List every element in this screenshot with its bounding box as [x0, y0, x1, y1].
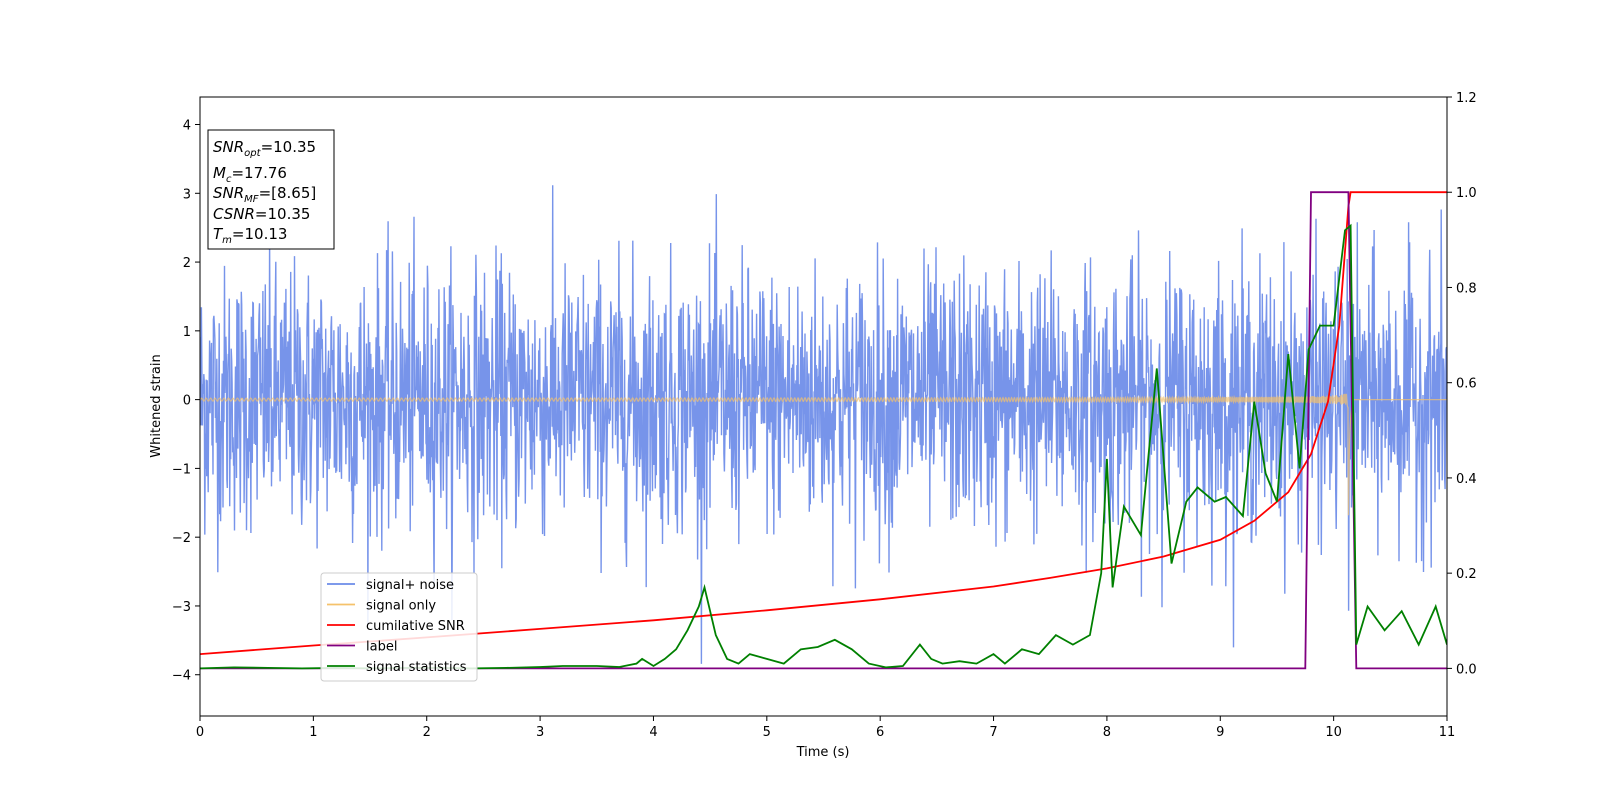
noise-series-group	[200, 185, 1447, 664]
series-line-signal-only	[200, 393, 1447, 516]
x-tick-label: 7	[989, 725, 997, 740]
x-tick-label: 8	[1103, 725, 1111, 740]
y2-tick-label: 0.4	[1456, 472, 1477, 487]
x-tick-label: 5	[763, 725, 771, 740]
y2-tick-label: 1.2	[1456, 91, 1477, 106]
annotation-snr-opt: SNRopt=10.35	[213, 138, 316, 159]
annotation-csnr-value: 10.35	[268, 205, 311, 223]
y2-tick-label: 1.0	[1456, 186, 1477, 201]
x-tick-label: 3	[536, 725, 544, 740]
annotation-box: SNRopt=10.35 Mc=17.76 SNRMF=[8.65] CSNR=…	[207, 129, 335, 250]
series-line-cumilative-snr	[200, 191, 1447, 655]
annotation-snr-mf-value: [8.65]	[271, 184, 316, 202]
legend-label: signal only	[366, 599, 436, 614]
annotation-snr-mf: SNRMF=[8.65]	[213, 184, 316, 205]
legend-label: label	[366, 640, 397, 655]
legend-label: signal statistics	[366, 660, 467, 675]
annotation-tm-value: 10.13	[245, 225, 288, 243]
y-axis-left: −4 −3 −2 −1 0 1 2 3 4	[172, 119, 200, 684]
y-tick-label: 1	[183, 325, 191, 340]
x-axis-title: Time (s)	[796, 745, 850, 760]
y-tick-label: −4	[172, 669, 191, 684]
plot-frame	[199, 96, 1448, 717]
x-tick-label: 1	[309, 725, 317, 740]
y-tick-label: −3	[172, 600, 191, 615]
legend-frame	[320, 572, 478, 682]
legend-label: signal+ noise	[366, 578, 454, 593]
legend: signal+ noise signal only cumilative SNR la…	[320, 572, 478, 682]
annotation-mc: Mc=17.76	[213, 164, 287, 185]
y-tick-label: −2	[172, 531, 191, 546]
x-axis: 0 1 2 3 4 5 6 7 8 9 10 11	[196, 716, 1455, 740]
x-tick-label: 4	[649, 725, 657, 740]
y-tick-label: 4	[183, 119, 191, 134]
right-axis-series-group	[200, 191, 1447, 670]
annotation-frame	[207, 129, 335, 250]
x-tick-label: 0	[196, 725, 204, 740]
series-line-label	[200, 191, 1447, 670]
y2-tick-label: 0.6	[1456, 377, 1477, 392]
series-line-signal-noise	[200, 185, 1447, 664]
x-tick-label: 11	[1439, 725, 1456, 740]
x-tick-label: 10	[1325, 725, 1342, 740]
x-tick-label: 2	[423, 725, 431, 740]
y2-tick-label: 0.2	[1456, 567, 1477, 582]
annotation-snr-opt-value: 10.35	[273, 138, 316, 156]
y2-tick-label: 0.0	[1456, 662, 1477, 677]
x-tick-label: 9	[1216, 725, 1224, 740]
y-tick-label: −1	[172, 462, 191, 477]
annotation-csnr: CSNR=10.35	[213, 205, 310, 223]
y-tick-label: 2	[183, 256, 191, 271]
x-tick-label: 6	[876, 725, 884, 740]
y-tick-label: 3	[183, 187, 191, 202]
annotation-mc-value: 17.76	[244, 164, 287, 182]
y-axis-title: Whitened strain	[149, 354, 164, 457]
y-tick-label: 0	[183, 394, 191, 409]
annotation-tm: Tm=10.13	[213, 225, 287, 246]
legend-label: cumilative SNR	[366, 619, 465, 634]
y2-tick-label: 0.8	[1456, 281, 1477, 296]
y-axis-right: 0.0 0.2 0.4 0.6 0.8 1.0 1.2	[1447, 91, 1477, 677]
signal-only-series-group	[200, 393, 1447, 516]
series-line-signal-statistics	[200, 223, 1447, 670]
